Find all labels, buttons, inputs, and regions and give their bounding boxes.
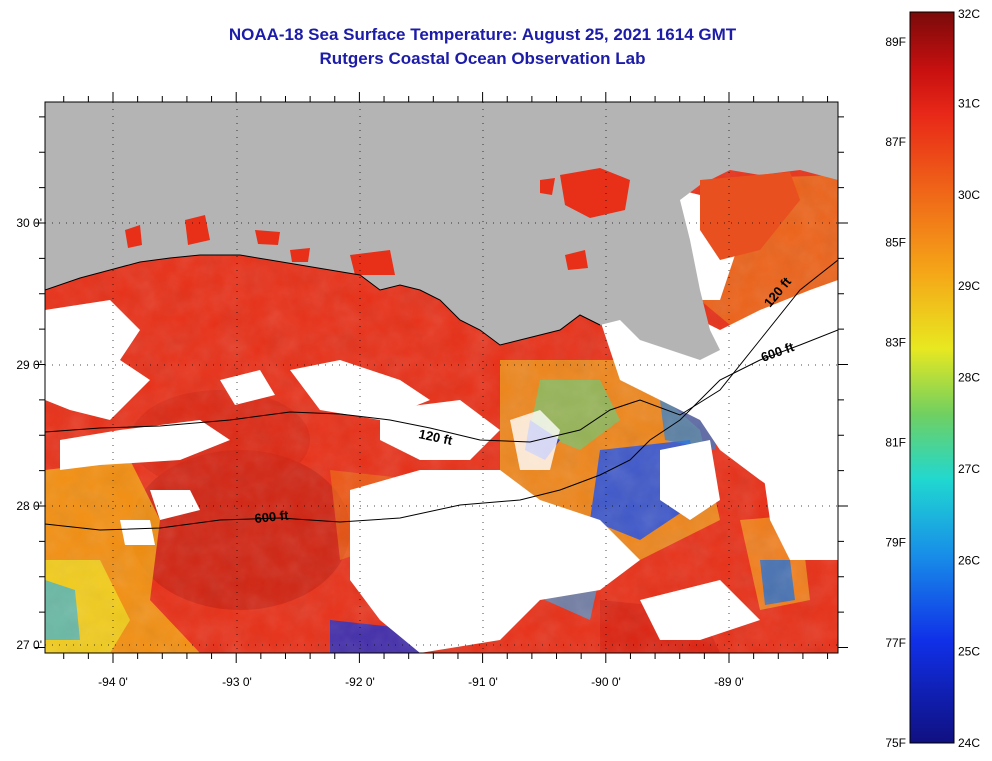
lon-label: -93 0' xyxy=(222,675,252,689)
colorbar-celsius-label: 25C xyxy=(958,645,980,659)
lat-label: 30 0' xyxy=(16,216,42,230)
contour-600ft xyxy=(45,329,838,531)
map-frame xyxy=(44,101,839,654)
map-title: NOAA-18 Sea Surface Temperature: August … xyxy=(228,25,737,44)
colorbar-fahrenheit-label: 75F xyxy=(885,736,906,750)
colorbar-celsius-label: 31C xyxy=(958,96,980,110)
lon-label: -91 0' xyxy=(468,675,498,689)
colorbar-fahrenheit-label: 87F xyxy=(885,135,906,149)
colorbar-gradient xyxy=(909,11,955,744)
colorbar-celsius-label: 29C xyxy=(958,279,980,293)
lon-label: -89 0' xyxy=(714,675,744,689)
contour-120ft xyxy=(45,259,838,443)
lon-label: -92 0' xyxy=(345,675,375,689)
colorbar-fahrenheit-label: 89F xyxy=(885,35,906,49)
axis-ticks xyxy=(35,92,848,663)
contour-label-600ft-west: 600 ft xyxy=(254,507,290,526)
colorbar-celsius-label: 27C xyxy=(958,462,980,476)
map-subtitle: Rutgers Coastal Ocean Observation Lab xyxy=(319,49,646,68)
colorbar-fahrenheit-label: 83F xyxy=(885,335,906,349)
lat-label: 28 0' xyxy=(16,499,42,513)
colorbar-fahrenheit-label: 81F xyxy=(885,436,906,450)
colorbar-celsius-label: 32C xyxy=(958,7,980,21)
colorbar-celsius-label: 28C xyxy=(958,371,980,385)
lon-label: -94 0' xyxy=(98,675,128,689)
colorbar-fahrenheit-label: 79F xyxy=(885,536,906,550)
lat-label: 29 0' xyxy=(16,358,42,372)
colorbar-celsius-label: 30C xyxy=(958,188,980,202)
contour-label-120ft-west: 120 ft xyxy=(417,426,454,448)
colorbar-celsius-label: 24C xyxy=(958,736,980,750)
map-image xyxy=(45,102,838,653)
colorbar-fahrenheit-label: 85F xyxy=(885,235,906,249)
lat-label: 27 0' xyxy=(16,638,42,652)
lon-label: -90 0' xyxy=(591,675,621,689)
colorbar-fahrenheit-label: 77F xyxy=(885,636,906,650)
colorbar-celsius-label: 26C xyxy=(958,553,980,567)
land-mass xyxy=(45,102,838,360)
